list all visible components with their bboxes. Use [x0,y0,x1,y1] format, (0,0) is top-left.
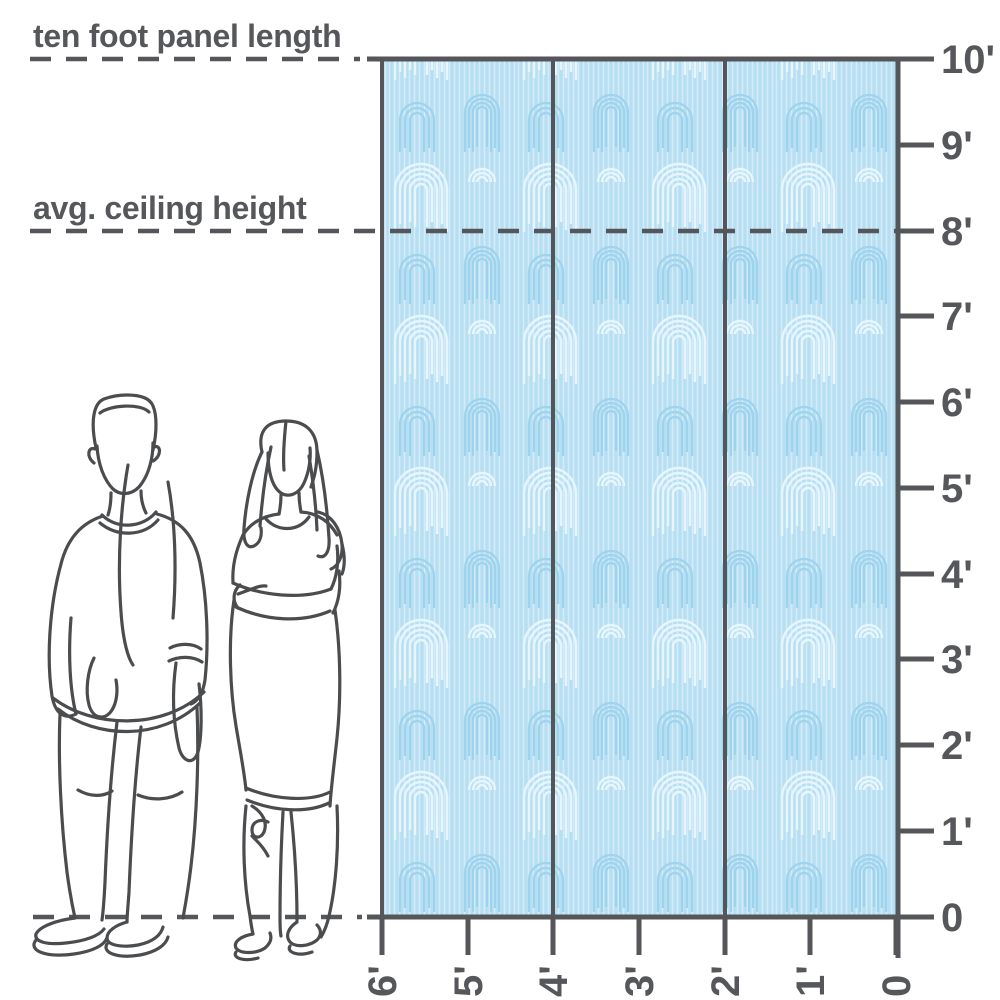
panel-length-annotation: ten foot panel length [30,18,360,62]
vruler-label-3ft: 3' [941,638,973,682]
vruler-label-1ft: 1' [941,810,973,854]
vruler-label-8ft: 8' [941,210,973,254]
ceiling-height-label: avg. ceiling height [33,190,307,226]
hruler-label-3ft: 3' [618,965,662,997]
vruler-label-6ft: 6' [941,381,973,425]
wallpaper-panel [367,56,898,917]
hruler-label-1ft: 1' [789,965,833,997]
horizontal-ruler: 6' 5' 4' 3' 2' 1' 0 [361,914,934,997]
ceiling-height-annotation: avg. ceiling height [30,190,896,234]
hruler-label-0ft: 0 [875,975,919,997]
people-scale-illustration [32,393,346,962]
vruler-label-7ft: 7' [941,295,973,339]
hruler-label-4ft: 4' [532,965,576,997]
vruler-label-5ft: 5' [941,467,973,511]
hruler-label-2ft: 2' [704,965,748,997]
vertical-ruler: 10' 9' 8' 7' 6' 5' 4' 3' 2' 1' 0 [895,38,995,958]
woman-figure-illustration [228,419,346,962]
man-figure-illustration [32,393,209,958]
panel-texture [382,59,898,917]
horizontal-ruler-ticks [379,917,899,955]
hruler-label-6ft: 6' [361,965,405,997]
vertical-ruler-ticks [898,56,934,920]
hruler-label-5ft: 5' [447,965,491,997]
panel-length-label: ten foot panel length [33,18,341,54]
vruler-label-2ft: 2' [941,724,973,768]
vruler-label-9ft: 9' [941,124,973,168]
vruler-label-4ft: 4' [941,553,973,597]
vruler-label-10ft: 10' [941,38,995,82]
vruler-label-0ft: 0 [941,896,963,940]
